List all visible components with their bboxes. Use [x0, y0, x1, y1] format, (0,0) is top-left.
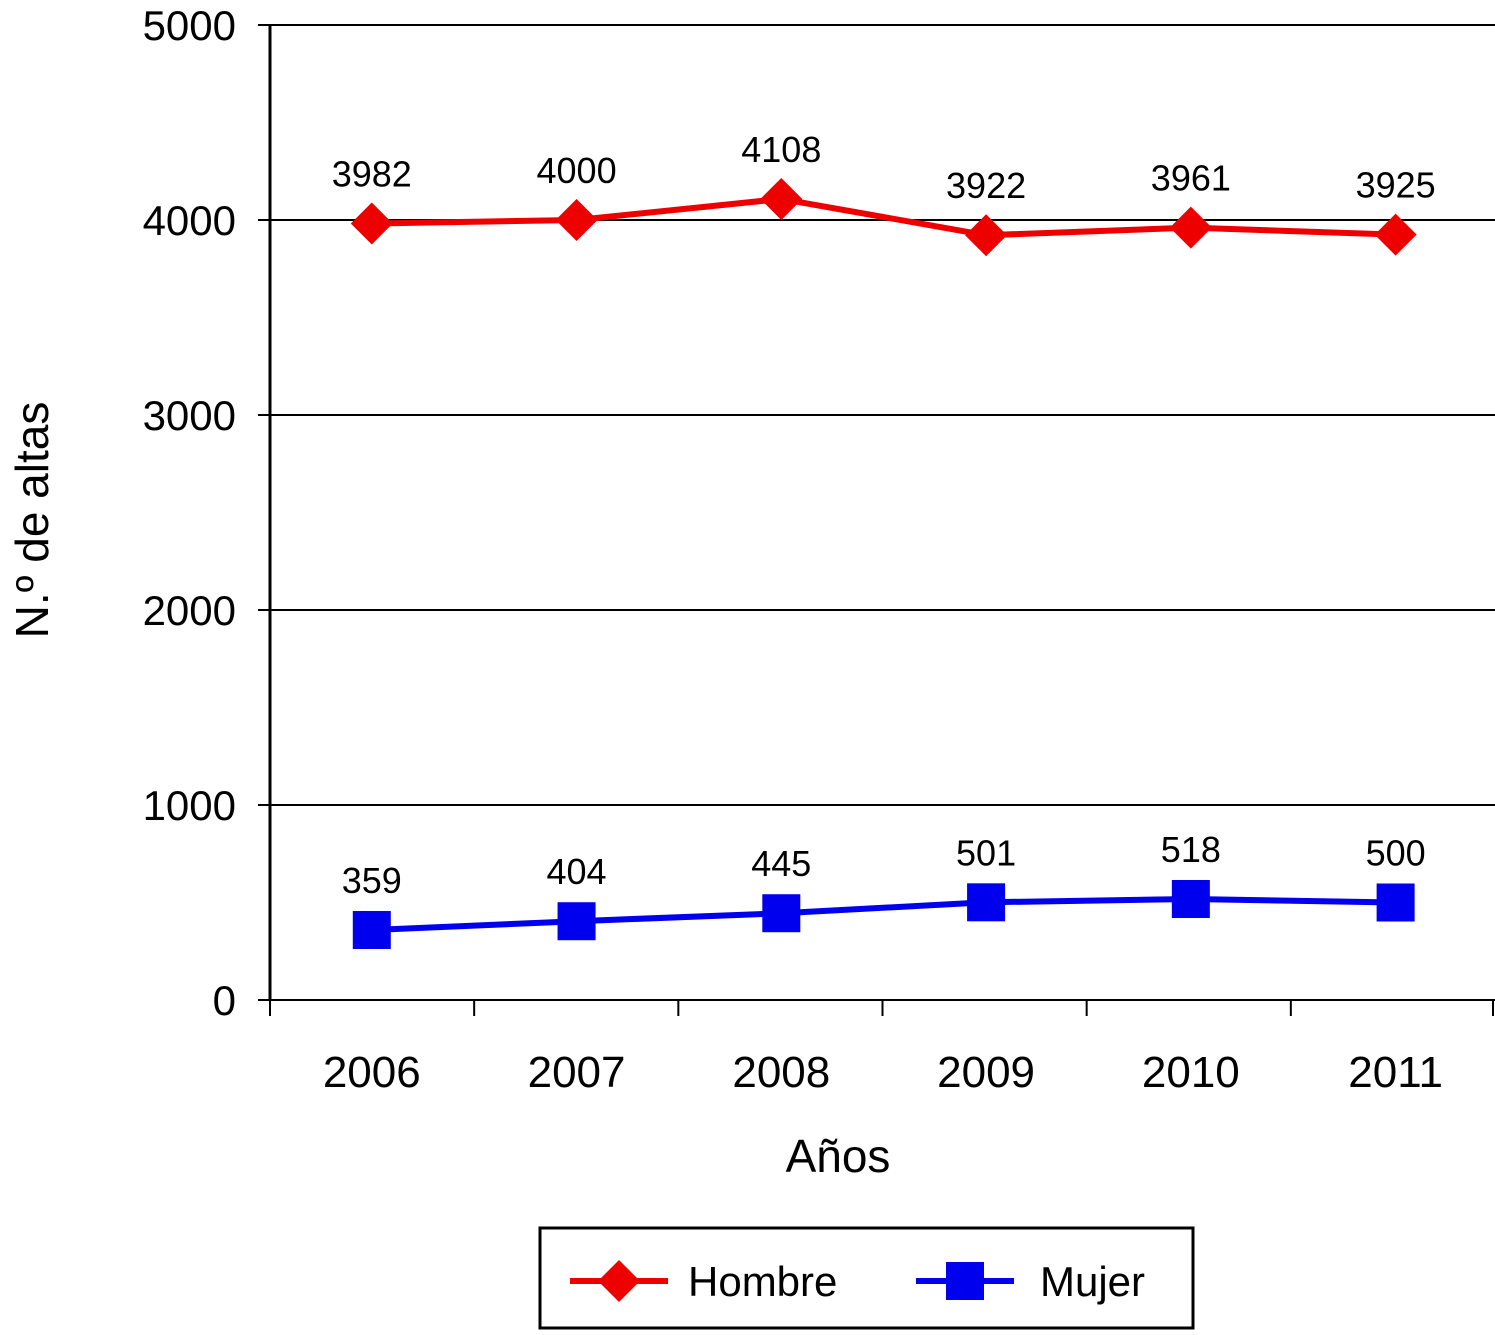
data-label-hombre-2007: 4000 [537, 150, 617, 191]
data-label-mujer-2009: 501 [956, 832, 1016, 873]
legend-marker-hombre [598, 1260, 640, 1302]
data-point-hombre-2010 [1169, 206, 1212, 249]
data-point-mujer-2009 [967, 883, 1006, 922]
y-tick-label: 0 [213, 977, 236, 1024]
y-tick-label: 5000 [143, 2, 236, 49]
data-label-mujer-2008: 445 [751, 843, 811, 884]
axis-layer: 0 1000 2000 3000 4000 5000 2006 2007 2008 2009 201… [143, 2, 1494, 1097]
y-tick-label: 3000 [143, 392, 236, 439]
data-point-hombre-2007 [555, 199, 598, 241]
x-tick-label: 2008 [732, 1048, 830, 1097]
legend-items: Hombre Mujer [570, 1258, 1145, 1305]
data-point-mujer-2011 [1376, 883, 1415, 922]
legend-label-hombre: Hombre [688, 1258, 837, 1305]
x-tick-label: 2007 [528, 1048, 626, 1097]
series-line-mujer [371, 895, 1396, 933]
data-point-mujer-2010 [1171, 879, 1210, 918]
data-label-hombre-2010: 3961 [1151, 158, 1231, 199]
data-label-hombre-2009: 3922 [946, 165, 1026, 206]
series-layer [350, 177, 1417, 949]
y-axis-title: N.º de altas [6, 402, 58, 639]
legend-label-mujer: Mujer [1040, 1258, 1145, 1305]
y-tick-label: 1000 [143, 782, 236, 829]
data-label-mujer-2011: 500 [1366, 833, 1426, 874]
x-tick-label: 2009 [937, 1048, 1035, 1097]
x-tick-label: 2011 [1348, 1048, 1443, 1097]
series-line-hombre [371, 195, 1396, 239]
legend-marker-mujer [946, 1262, 984, 1300]
x-tick-label: 2006 [323, 1048, 421, 1097]
y-tick-label: 4000 [143, 197, 236, 244]
grid-layer [258, 24, 1495, 1001]
data-point-hombre-2011 [1374, 213, 1417, 256]
y-tick-label: 2000 [143, 587, 236, 634]
data-label-hombre-2006: 3982 [332, 154, 412, 195]
x-tick-label: 2010 [1142, 1048, 1240, 1097]
legend: Hombre Mujer [538, 1226, 1195, 1330]
data-label-hombre-2011: 3925 [1356, 165, 1436, 206]
data-label-hombre-2008: 4108 [741, 129, 821, 170]
data-point-mujer-2007 [557, 902, 596, 941]
data-label-mujer-2010: 518 [1161, 829, 1221, 870]
data-point-hombre-2006 [350, 202, 393, 245]
data-label-mujer-2006: 359 [342, 860, 402, 901]
data-point-hombre-2008 [760, 177, 803, 220]
data-label-mujer-2007: 404 [547, 851, 607, 892]
data-point-mujer-2008 [762, 894, 801, 933]
data-point-hombre-2009 [965, 214, 1008, 257]
label-layer: 3982 4000 4108 3922 3961 3925 359 404 445 501 518 5… [332, 129, 1436, 901]
data-point-mujer-2006 [352, 910, 391, 949]
x-axis-title: Años [786, 1130, 891, 1182]
